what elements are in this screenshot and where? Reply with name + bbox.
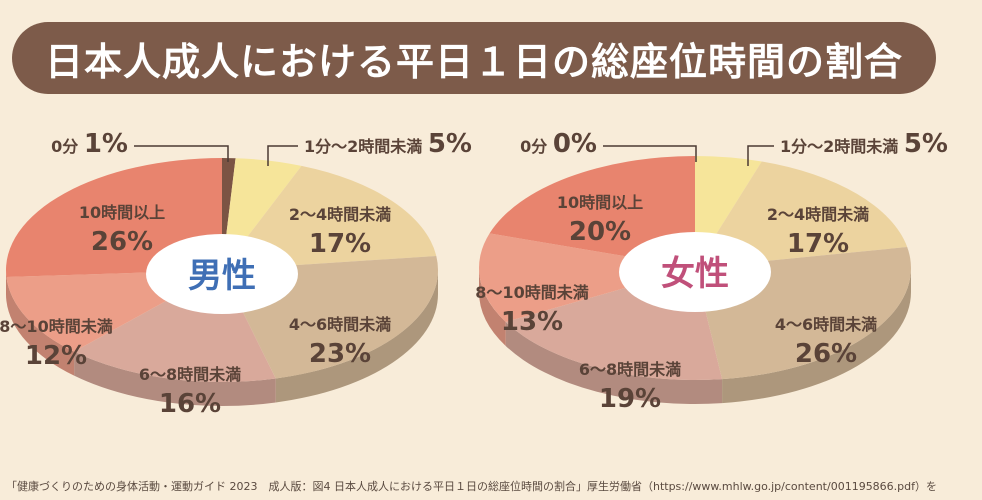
slice-value-3: 23% xyxy=(309,339,371,369)
pie-slice-5 xyxy=(478,233,695,322)
slice-label-6: 10時間以上 xyxy=(79,203,165,222)
pie-side-walls xyxy=(479,268,911,404)
slice-label-4: 6〜8時間未満 xyxy=(579,360,681,379)
pie-side-4 xyxy=(74,351,276,406)
slice-label-4: 6〜8時間未満 xyxy=(139,365,241,384)
slice-label-5: 8〜10時間未満 xyxy=(475,283,588,302)
callout-line-1 xyxy=(267,145,298,166)
slice-label-1: 1分〜2時間未満 5% xyxy=(780,129,948,159)
slice-label-0: 0分 0% xyxy=(520,129,597,159)
callout-line-0 xyxy=(134,145,229,162)
slice-value-3: 26% xyxy=(795,339,857,369)
center-label: 男性 xyxy=(188,256,256,296)
pie-side-3 xyxy=(722,268,911,404)
center-hole xyxy=(146,234,298,314)
slice-value-2: 17% xyxy=(787,229,849,259)
slice-label-6: 10時間以上 xyxy=(557,193,643,212)
pie-side-5 xyxy=(479,268,506,346)
pie-side-5 xyxy=(6,277,75,376)
center-hole xyxy=(619,232,771,312)
slice-label-3: 4〜6時間未満 xyxy=(775,315,877,334)
pie-chart-female: 女性 0分 0% 1分〜2時間未満 5% 2〜4時間未満 17% 4〜6時間未満 26% 6〜… xyxy=(475,129,948,414)
slice-value-6: 26% xyxy=(91,227,153,257)
slice-label-2: 2〜4時間未満 xyxy=(767,205,869,224)
center-label: 女性 xyxy=(661,254,729,294)
callout-line-0 xyxy=(603,145,697,162)
slice-labels: 0分 1% 1分〜2時間未満 5% 2〜4時間未満 17% 4〜6時間未満 23% 6〜8時… xyxy=(0,129,472,419)
pie-side-walls xyxy=(6,270,438,406)
chart-title: 日本人成人における平日１日の総座位時間の割合 xyxy=(44,39,903,84)
slice-value-4: 19% xyxy=(599,384,661,414)
slice-label-0: 0分 1% xyxy=(51,129,128,159)
source-footer: 「健康づくりのための身体活動・運動ガイド 2023 成人版：図4 日本人成人にお… xyxy=(6,480,938,493)
slice-value-6: 20% xyxy=(569,217,631,247)
slice-value-5: 12% xyxy=(25,341,87,371)
slice-value-5: 13% xyxy=(501,307,563,337)
slice-label-3: 4〜6時間未満 xyxy=(289,315,391,334)
pie-slice-2 xyxy=(222,165,437,270)
callout-line-1 xyxy=(747,145,774,166)
slice-label-2: 2〜4時間未満 xyxy=(289,205,391,224)
slice-value-4: 16% xyxy=(159,389,221,419)
slice-labels: 0分 0% 1分〜2時間未満 5% 2〜4時間未満 17% 4〜6時間未満 26% 6〜8時… xyxy=(475,129,948,414)
slice-label-1: 1分〜2時間未満 5% xyxy=(304,129,472,159)
pie-slice-6 xyxy=(489,156,695,268)
title-banner: 日本人成人における平日１日の総座位時間の割合 xyxy=(12,22,936,94)
pie-chart-male: 男性 0分 1% 1分〜2時間未満 5% 2〜4時間未満 17% 4〜6時間未満 23% 6〜… xyxy=(0,129,472,419)
pie-slice-2 xyxy=(695,161,908,268)
slice-value-2: 17% xyxy=(309,229,371,259)
pie-side-4 xyxy=(505,321,723,404)
pie-side-3 xyxy=(275,270,438,403)
slice-label-5: 8〜10時間未満 xyxy=(0,317,113,336)
